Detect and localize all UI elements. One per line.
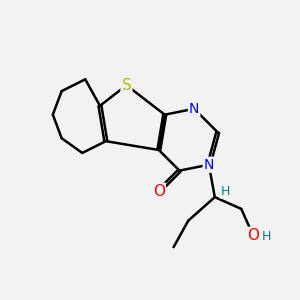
- Text: O: O: [247, 228, 259, 243]
- Text: N: N: [189, 102, 200, 116]
- Text: N: N: [204, 158, 214, 172]
- Text: S: S: [122, 78, 131, 93]
- Text: H: H: [262, 230, 271, 243]
- Text: O: O: [153, 184, 165, 199]
- Text: H: H: [220, 185, 230, 198]
